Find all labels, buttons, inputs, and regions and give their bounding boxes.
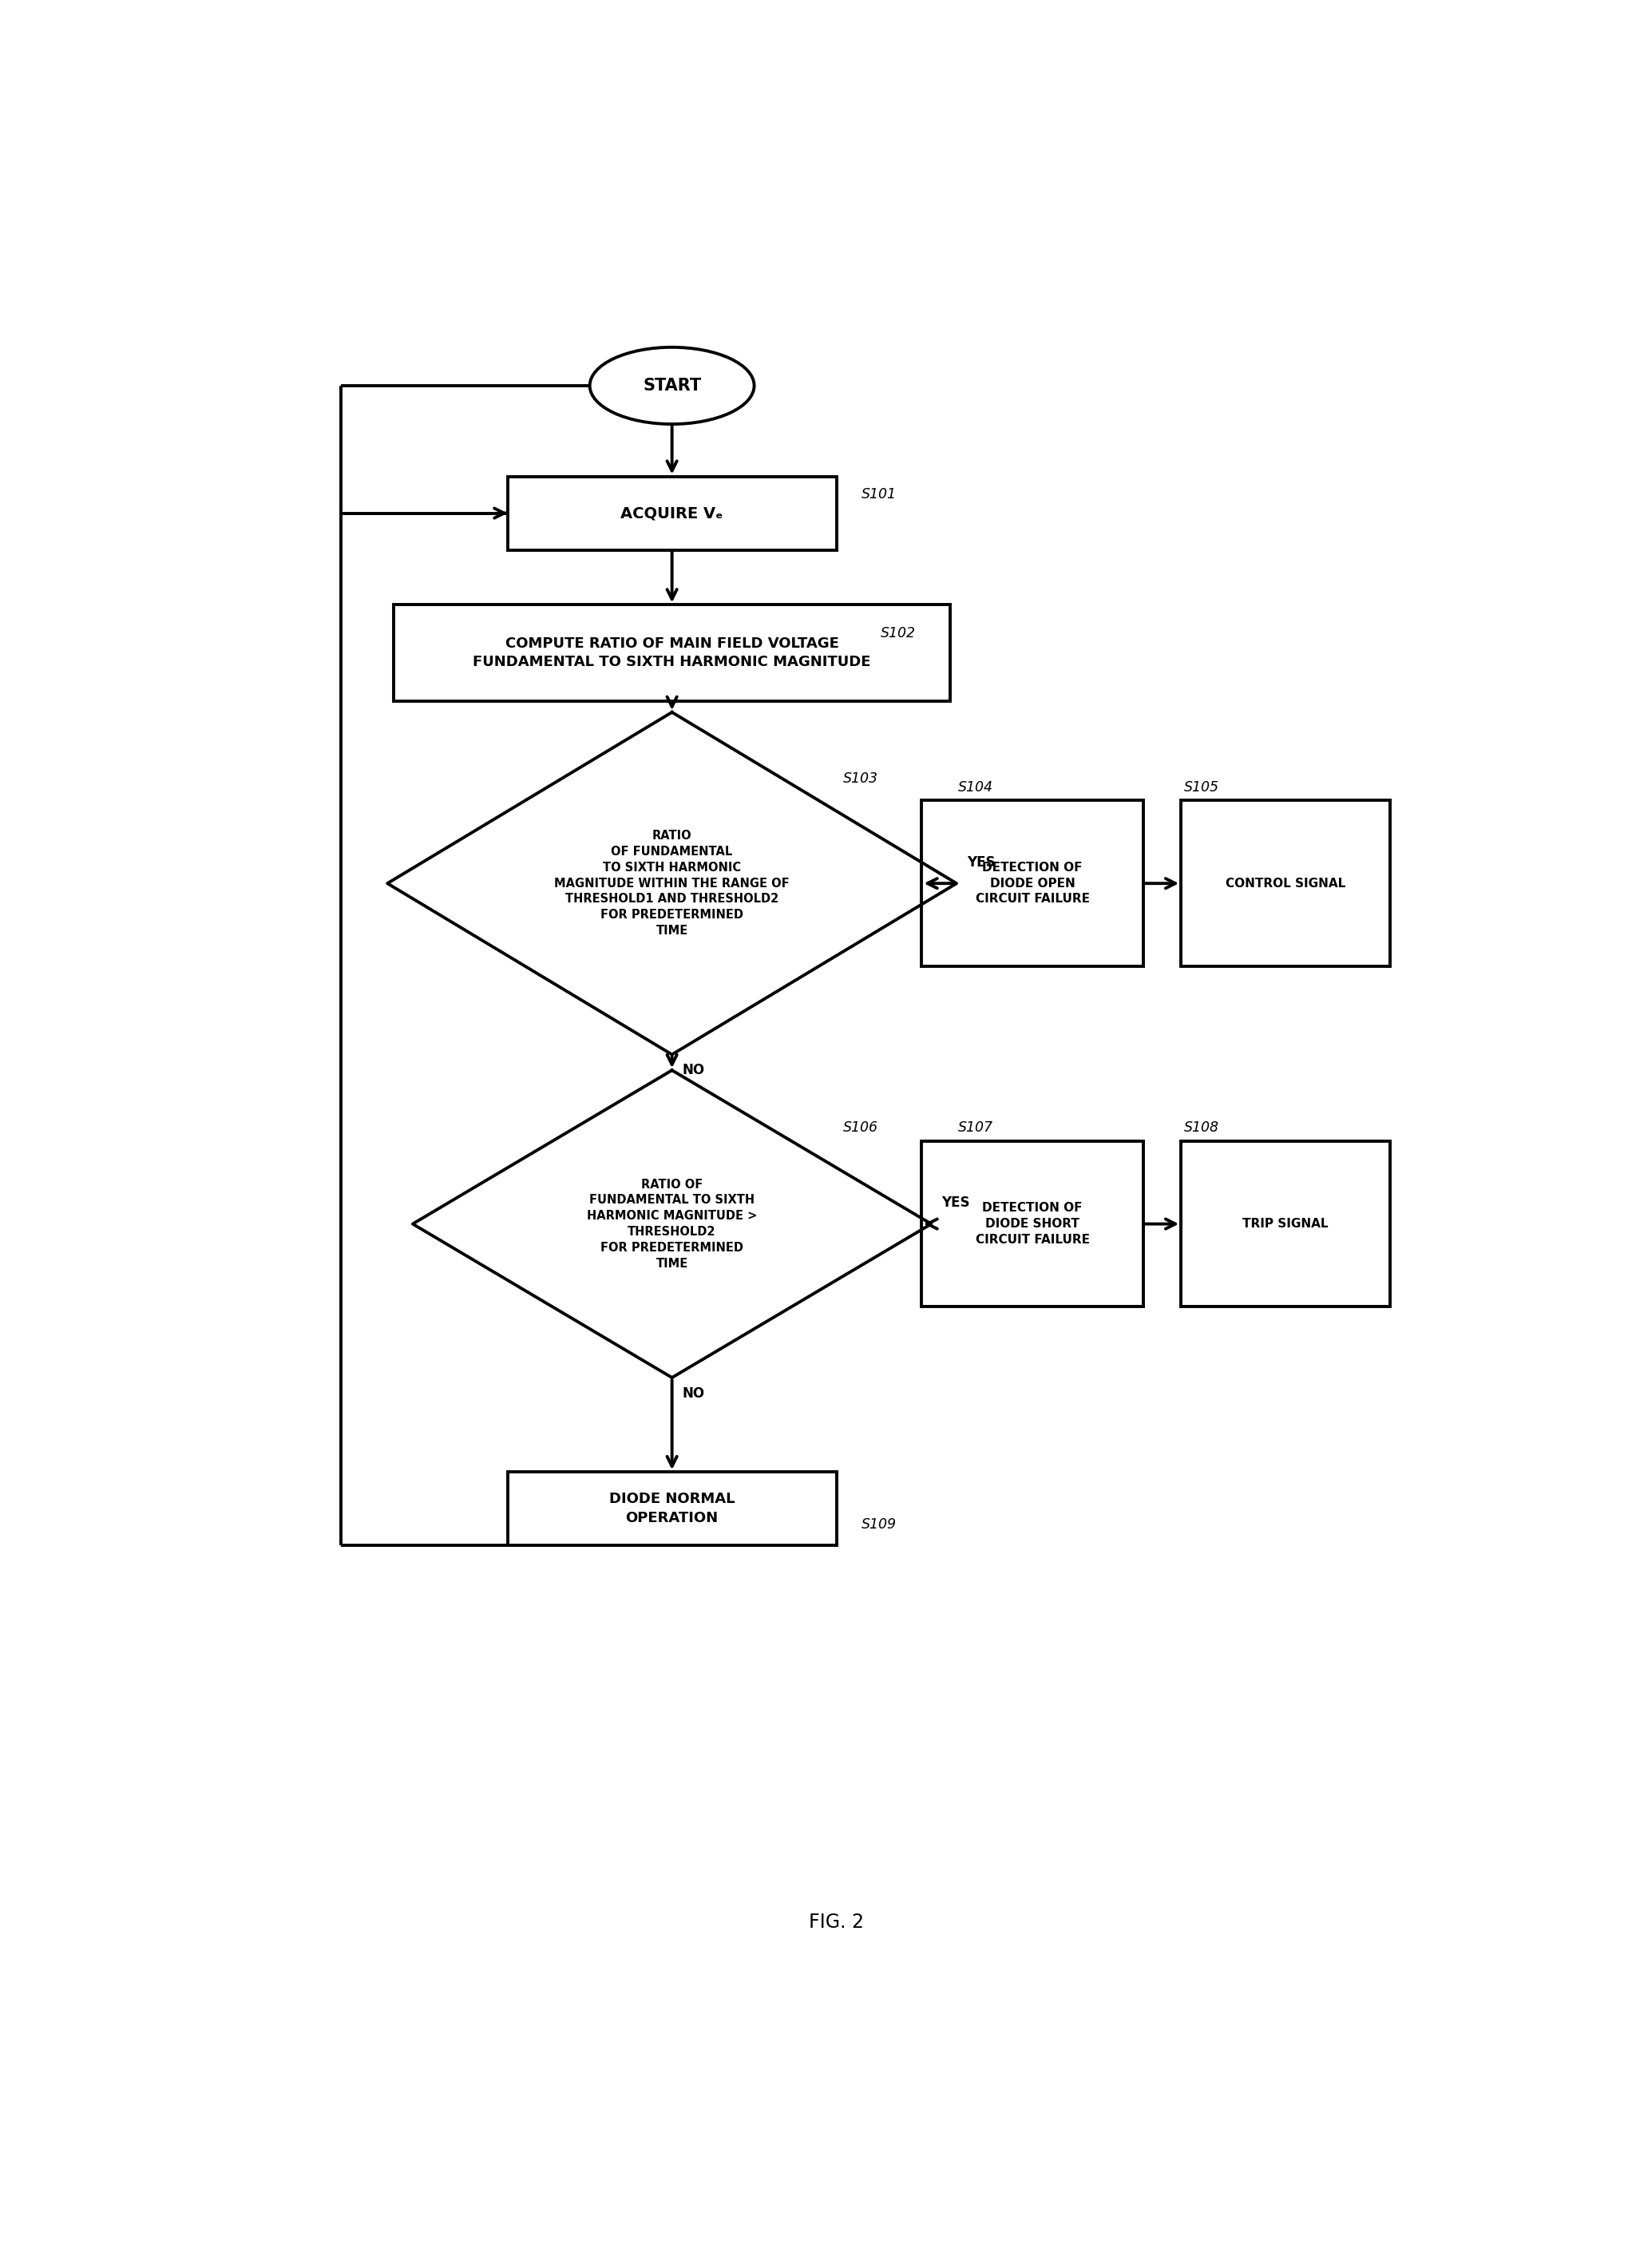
Bar: [508, 476, 837, 549]
Text: S107: S107: [958, 1120, 992, 1134]
Text: S109: S109: [862, 1517, 898, 1531]
Text: RATIO OF
FUNDAMENTAL TO SIXTH
HARMONIC MAGNITUDE >
THRESHOLD2
FOR PREDETERMINED
: RATIO OF FUNDAMENTAL TO SIXTH HARMONIC M…: [588, 1179, 757, 1270]
Text: S108: S108: [1185, 1120, 1219, 1134]
Bar: [922, 801, 1142, 966]
Text: TRIP SIGNAL: TRIP SIGNAL: [1242, 1218, 1328, 1229]
Text: RATIO
OF FUNDAMENTAL
TO SIXTH HARMONIC
MAGNITUDE WITHIN THE RANGE OF
THRESHOLD1 : RATIO OF FUNDAMENTAL TO SIXTH HARMONIC M…: [555, 830, 790, 937]
Text: YES: YES: [942, 1195, 969, 1209]
Text: NO: NO: [682, 1386, 705, 1402]
Bar: [393, 606, 950, 701]
Text: YES: YES: [966, 855, 996, 869]
Text: CONTROL SIGNAL: CONTROL SIGNAL: [1226, 878, 1345, 889]
Text: NO: NO: [682, 1064, 705, 1077]
Text: COMPUTE RATIO OF MAIN FIELD VOLTAGE
FUNDAMENTAL TO SIXTH HARMONIC MAGNITUDE: COMPUTE RATIO OF MAIN FIELD VOLTAGE FUND…: [473, 637, 871, 669]
Text: S105: S105: [1185, 780, 1219, 794]
Text: S106: S106: [842, 1120, 878, 1134]
Text: ACQUIRE Vₑ: ACQUIRE Vₑ: [620, 506, 723, 522]
Text: DETECTION OF
DIODE OPEN
CIRCUIT FAILURE: DETECTION OF DIODE OPEN CIRCUIT FAILURE: [976, 862, 1090, 905]
Bar: [1182, 801, 1390, 966]
Bar: [922, 1141, 1142, 1306]
Text: DIODE NORMAL
OPERATION: DIODE NORMAL OPERATION: [609, 1492, 734, 1524]
Text: START: START: [643, 379, 702, 395]
Text: S104: S104: [958, 780, 992, 794]
Text: S102: S102: [881, 626, 916, 642]
Text: S103: S103: [842, 771, 878, 785]
Text: DETECTION OF
DIODE SHORT
CIRCUIT FAILURE: DETECTION OF DIODE SHORT CIRCUIT FAILURE: [976, 1202, 1090, 1245]
Bar: [508, 1472, 837, 1545]
Bar: [1182, 1141, 1390, 1306]
Text: FIG. 2: FIG. 2: [809, 1912, 863, 1932]
Text: S101: S101: [862, 488, 898, 501]
